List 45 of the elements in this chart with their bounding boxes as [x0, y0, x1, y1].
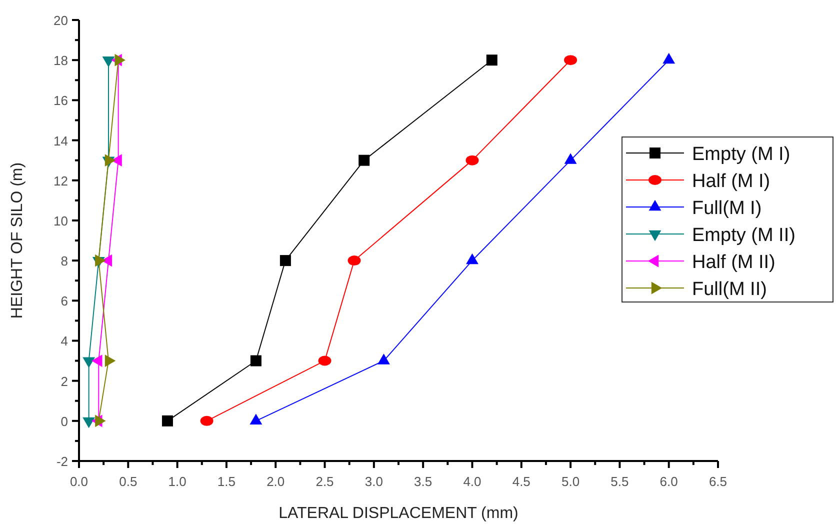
y-tick-label: 2	[60, 374, 68, 389]
x-tick-label: 4.5	[512, 474, 530, 489]
point	[564, 55, 578, 66]
y-tick-label: 12	[54, 173, 68, 188]
point	[92, 354, 102, 367]
y-tick-label: 16	[54, 93, 68, 108]
x-tick-label: 6.5	[708, 474, 728, 489]
y-tick-label: 4	[60, 334, 68, 349]
x-tick-label: 0.5	[119, 474, 138, 489]
x-tick-label: 5.0	[562, 474, 580, 489]
x-tick-label: 5.5	[610, 474, 629, 489]
y-tick-label: 10	[54, 213, 68, 228]
point	[486, 54, 498, 66]
x-tick-label: 6.0	[660, 474, 678, 489]
point	[162, 415, 173, 426]
y-tick-label: 20	[54, 13, 68, 28]
x-tick-label: 3.5	[414, 474, 432, 489]
legend-label: Half (M I)	[692, 171, 770, 192]
y-tick-label: 14	[54, 133, 68, 148]
legend-label: Empty (M I)	[692, 144, 790, 165]
point	[280, 255, 291, 266]
legend-label: Empty (M II)	[692, 225, 796, 246]
x-tick-label: 0.0	[70, 474, 88, 489]
legend-label: Full(M I)	[692, 198, 762, 219]
y-axis-title: HEIGHT OF SILO (m)	[9, 162, 26, 319]
point	[348, 256, 361, 266]
x-tick-label: 1.0	[168, 474, 186, 489]
x-tick-label: 2.5	[316, 474, 334, 489]
x-tick-label: 4.0	[463, 474, 482, 489]
y-tick-label: 18	[54, 53, 68, 68]
point	[200, 416, 214, 426]
y-tick-label: -2	[56, 454, 68, 469]
point	[358, 154, 370, 166]
x-tick-label: 2.0	[266, 474, 285, 489]
x-axis-title: LATERAL DISPLACEMENT (mm)	[278, 505, 518, 522]
point	[318, 356, 332, 366]
legend-label: Full(M II)	[692, 279, 767, 300]
legend-label: Half (M II)	[692, 252, 776, 273]
y-tick-label: 6	[60, 294, 68, 309]
y-tick-label: 0	[60, 414, 68, 429]
x-tick-label: 3.0	[364, 474, 383, 489]
x-tick-label: 1.5	[217, 474, 236, 489]
y-tick-label: 8	[60, 254, 68, 269]
point	[250, 355, 262, 366]
point	[466, 155, 479, 166]
